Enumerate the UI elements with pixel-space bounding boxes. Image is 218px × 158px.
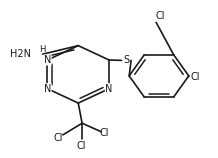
Text: S: S [123, 55, 129, 65]
Text: Cl: Cl [191, 73, 200, 82]
Text: H2N: H2N [10, 49, 31, 59]
Text: N: N [105, 84, 113, 94]
Text: Cl: Cl [76, 141, 86, 151]
Text: H: H [39, 45, 46, 54]
Text: Cl: Cl [155, 11, 165, 21]
Text: Cl: Cl [99, 128, 109, 138]
Text: N: N [44, 84, 51, 94]
Text: N: N [44, 55, 51, 65]
Text: Cl: Cl [53, 133, 63, 143]
